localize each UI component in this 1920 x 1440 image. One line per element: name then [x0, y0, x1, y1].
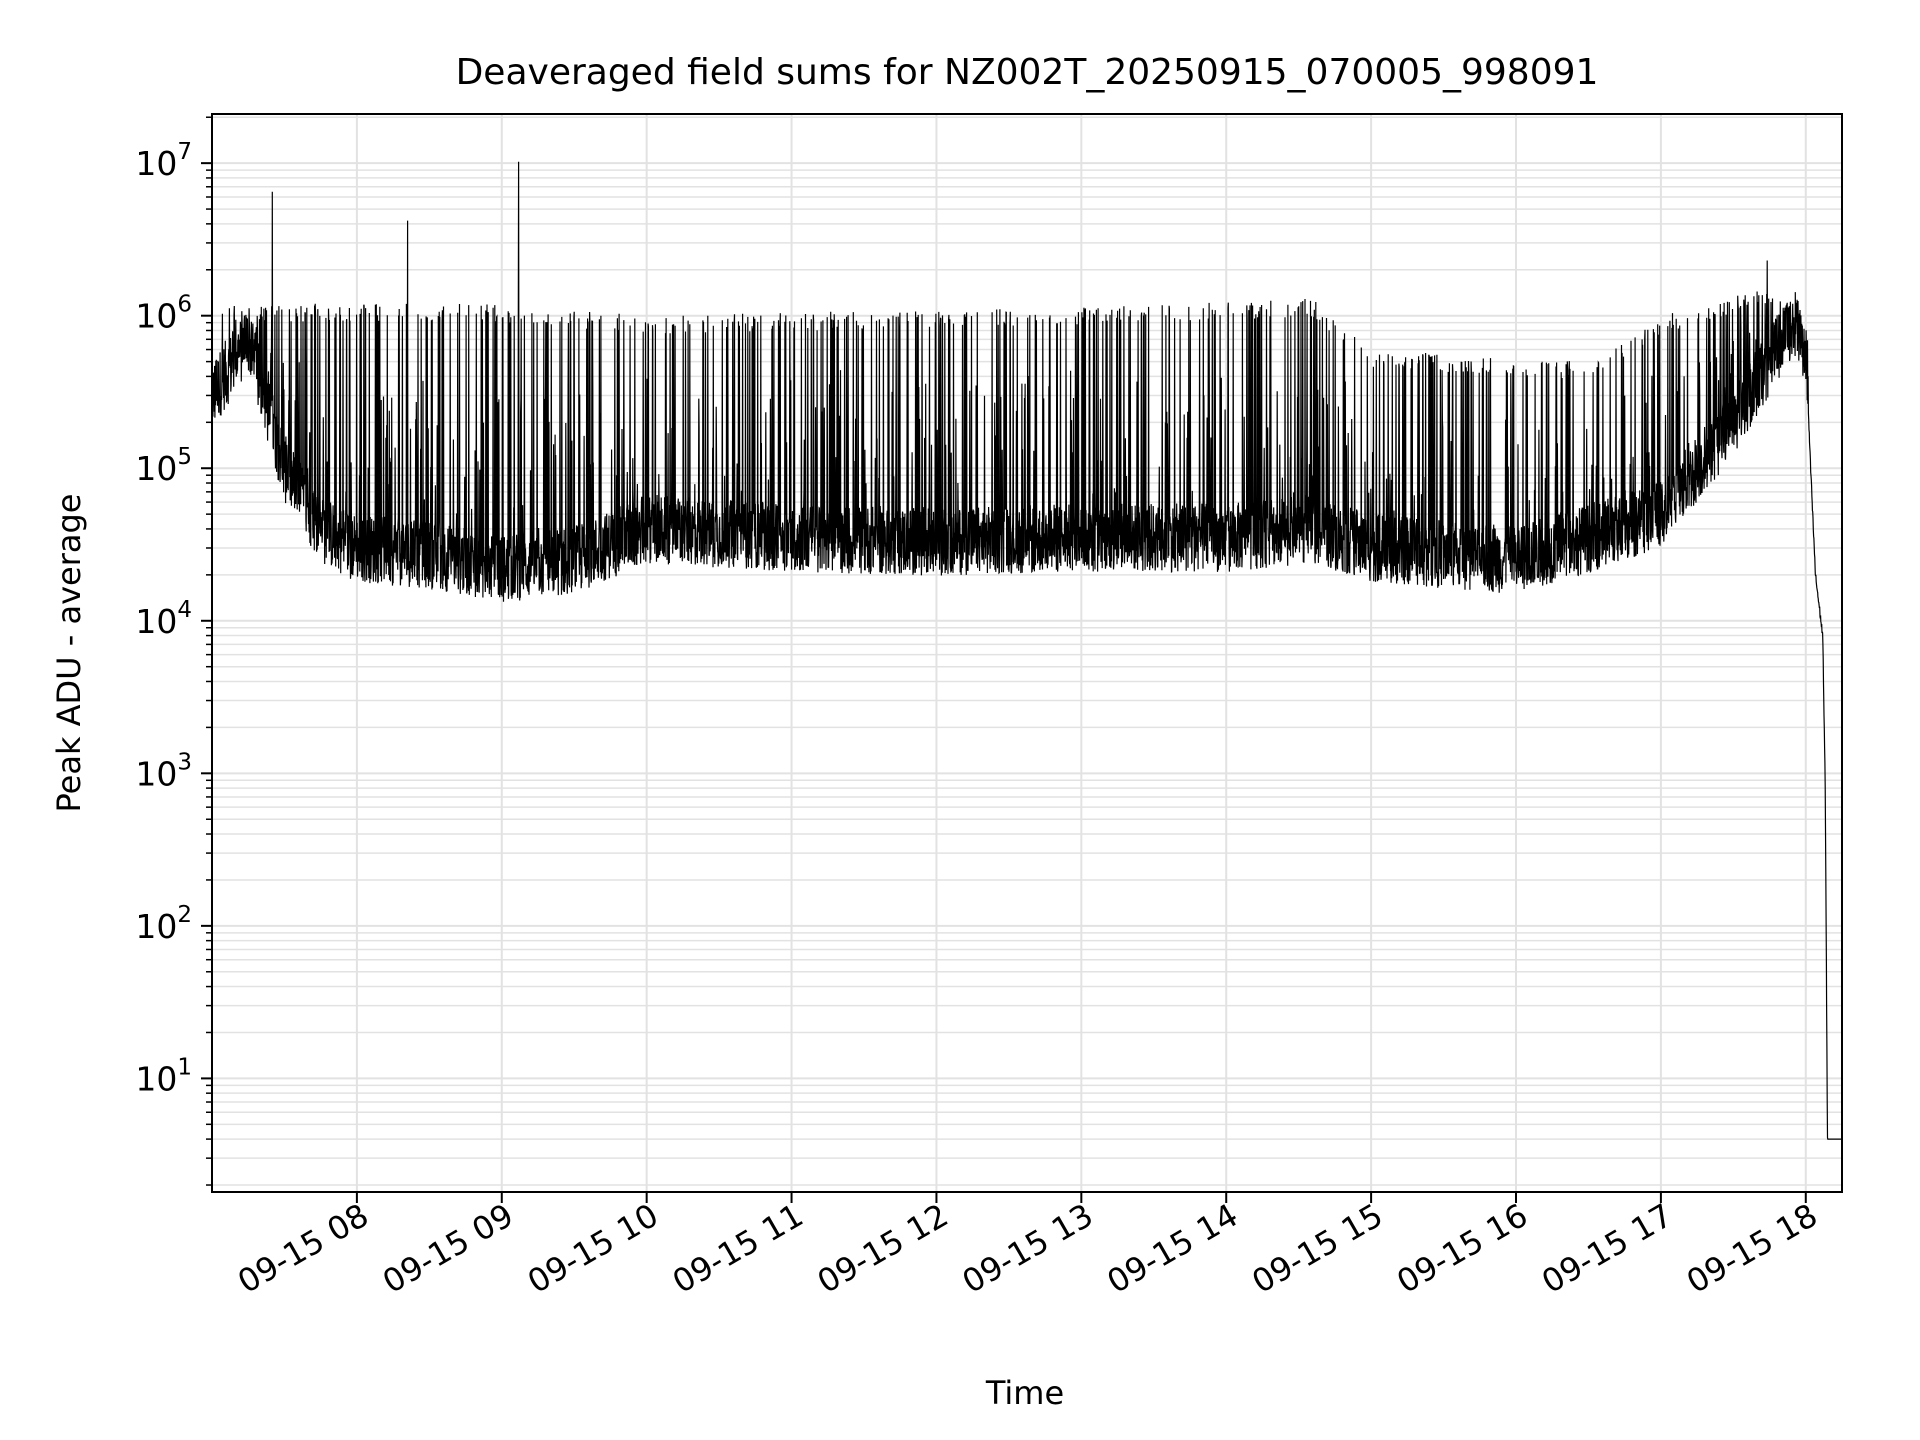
series-layer — [211, 161, 1842, 1140]
y-axis-label: Peak ADU - average — [50, 494, 88, 813]
series-line — [211, 161, 1842, 1140]
plot-frame — [211, 113, 1843, 1193]
grid — [212, 114, 1842, 1192]
x-axis-label: Time — [985, 1374, 1064, 1412]
chart-title: Deaveraged field sums for NZ002T_2025091… — [456, 52, 1599, 93]
